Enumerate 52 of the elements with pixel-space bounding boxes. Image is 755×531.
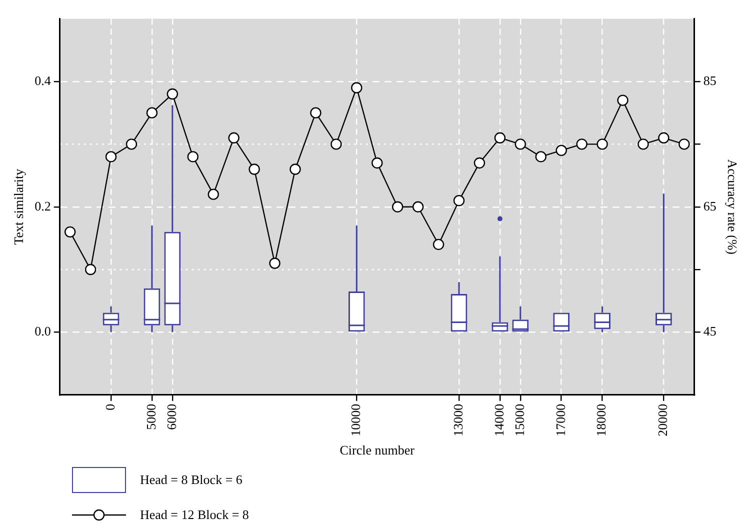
x-axis-title: Circle number	[340, 442, 416, 458]
point	[556, 144, 567, 156]
x-tick-label: 10000	[348, 404, 364, 436]
point	[208, 188, 219, 200]
point	[372, 157, 383, 169]
x-tick-label: 13000	[450, 404, 466, 436]
point	[535, 151, 546, 162]
point	[617, 94, 628, 106]
point	[494, 132, 506, 144]
point	[126, 138, 138, 150]
y-axis-title: Text similarity	[11, 168, 26, 245]
point	[84, 264, 96, 276]
point	[678, 138, 690, 150]
point	[310, 107, 322, 118]
point	[269, 258, 280, 269]
y2-tick-label: 65	[703, 198, 716, 214]
point	[392, 201, 404, 212]
point	[330, 138, 342, 150]
point	[64, 226, 76, 238]
point	[638, 138, 649, 150]
point	[146, 107, 158, 118]
legend-label: Head = 8 Block = 6	[140, 472, 242, 488]
x-tick-label: 20000	[655, 404, 670, 436]
x-tick-label: 5000	[143, 404, 158, 430]
point	[187, 151, 198, 162]
point	[351, 82, 362, 94]
x-tick-label: 6000	[164, 404, 179, 430]
point	[105, 151, 117, 162]
x-tick-label: 14000	[491, 404, 506, 436]
legend-label: Head = 12 Block = 8	[140, 507, 249, 523]
y2-tick-label: 45	[703, 324, 716, 339]
point	[412, 201, 424, 212]
point	[432, 238, 444, 250]
x-tick-label: 0	[102, 404, 118, 410]
point	[576, 138, 588, 150]
y2-tick-label: 85	[703, 72, 716, 88]
x-tick-label: 18000	[594, 404, 609, 436]
y-tick-label: 0.0	[34, 324, 51, 339]
point	[658, 132, 670, 144]
y-tick-label: 0.4	[34, 72, 52, 88]
point	[248, 164, 260, 175]
point	[474, 157, 486, 169]
x-tick-label: 15000	[512, 404, 527, 436]
point	[514, 138, 526, 150]
point	[453, 194, 465, 206]
y2-axis-title: Accuracy rate (%)	[724, 159, 740, 254]
point	[228, 132, 240, 144]
point	[290, 164, 301, 175]
x-tick-label: 17000	[552, 404, 568, 436]
point	[596, 138, 608, 150]
y-tick-label: 0.2	[34, 198, 51, 214]
point	[166, 88, 178, 100]
